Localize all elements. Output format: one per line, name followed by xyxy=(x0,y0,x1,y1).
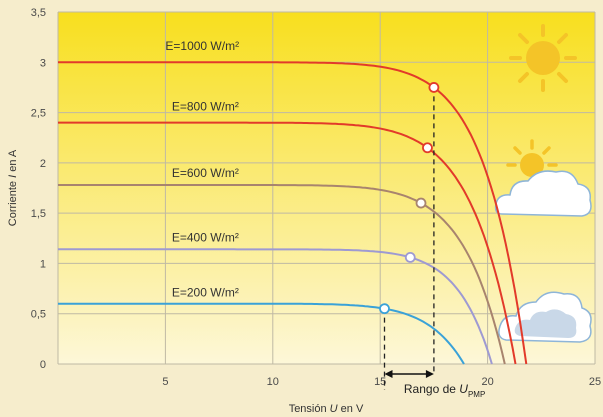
y-tick-label: 1 xyxy=(40,258,46,270)
y-tick-label: 3 xyxy=(40,57,46,69)
x-tick-label: 5 xyxy=(162,376,168,388)
series-line-5 xyxy=(58,302,465,365)
y-tick-label: 0,5 xyxy=(31,309,46,321)
series-label-2: E=800 W/m² xyxy=(172,100,239,114)
mpp-range: Rango de UPMP xyxy=(384,370,485,399)
y-tick-label: 3,5 xyxy=(31,7,46,19)
mpp-marker-3 xyxy=(415,197,427,209)
series-labels: E=1000 W/m² E=800 W/m² E=600 W/m² E=400 W/m… xyxy=(165,39,239,299)
mpp-range-label-var: U xyxy=(459,382,468,396)
mpp-range-arrowhead-left xyxy=(384,370,393,378)
mpp-range-arrowhead-right xyxy=(425,370,434,378)
y-tick-label: 1,5 xyxy=(31,208,46,220)
y-axis-label: Corriente I en A xyxy=(7,149,19,226)
x-tick-label: 15 xyxy=(374,376,386,388)
series-curves xyxy=(58,61,528,365)
grid xyxy=(57,11,596,365)
y-axis-ticks: 0 0,5 1 1,5 2 2,5 3 3,5 xyxy=(31,7,46,371)
mpp-range-label: Rango de UPMP xyxy=(404,382,485,399)
x-axis-label: Tensión U en V xyxy=(289,403,364,415)
mpp-marker-1 xyxy=(428,82,440,93)
sun-behind-cloud-icon xyxy=(494,139,592,217)
series-label-3: E=600 W/m² xyxy=(172,166,239,180)
mpp-range-label-prefix: Rango de xyxy=(404,382,459,396)
plot-area xyxy=(58,12,595,364)
series-line-1 xyxy=(58,61,528,365)
series-label-4: E=400 W/m² xyxy=(172,230,239,244)
mpp-range-label-sub: PMP xyxy=(468,390,485,399)
mpp-marker-4 xyxy=(404,251,416,263)
y-tick-label: 2,5 xyxy=(31,108,46,120)
series-line-4 xyxy=(58,248,493,365)
mpp-marker-2 xyxy=(422,142,433,154)
x-tick-label: 25 xyxy=(589,376,601,388)
series-label-5: E=200 W/m² xyxy=(172,286,239,300)
y-tick-label: 0 xyxy=(40,359,46,371)
series-line-2 xyxy=(58,121,517,365)
x-tick-label: 10 xyxy=(267,376,279,388)
mpp-dashed-lines xyxy=(383,87,435,390)
mpp-marker-5 xyxy=(379,303,390,315)
mpp-markers xyxy=(379,82,440,315)
x-tick-label: 20 xyxy=(481,376,493,388)
y-tick-label: 2 xyxy=(40,158,46,170)
series-line-3 xyxy=(58,184,506,365)
x-axis-ticks: 5 10 15 20 25 xyxy=(162,376,601,388)
sun-icon xyxy=(509,24,577,92)
series-label-1: E=1000 W/m² xyxy=(165,39,239,53)
